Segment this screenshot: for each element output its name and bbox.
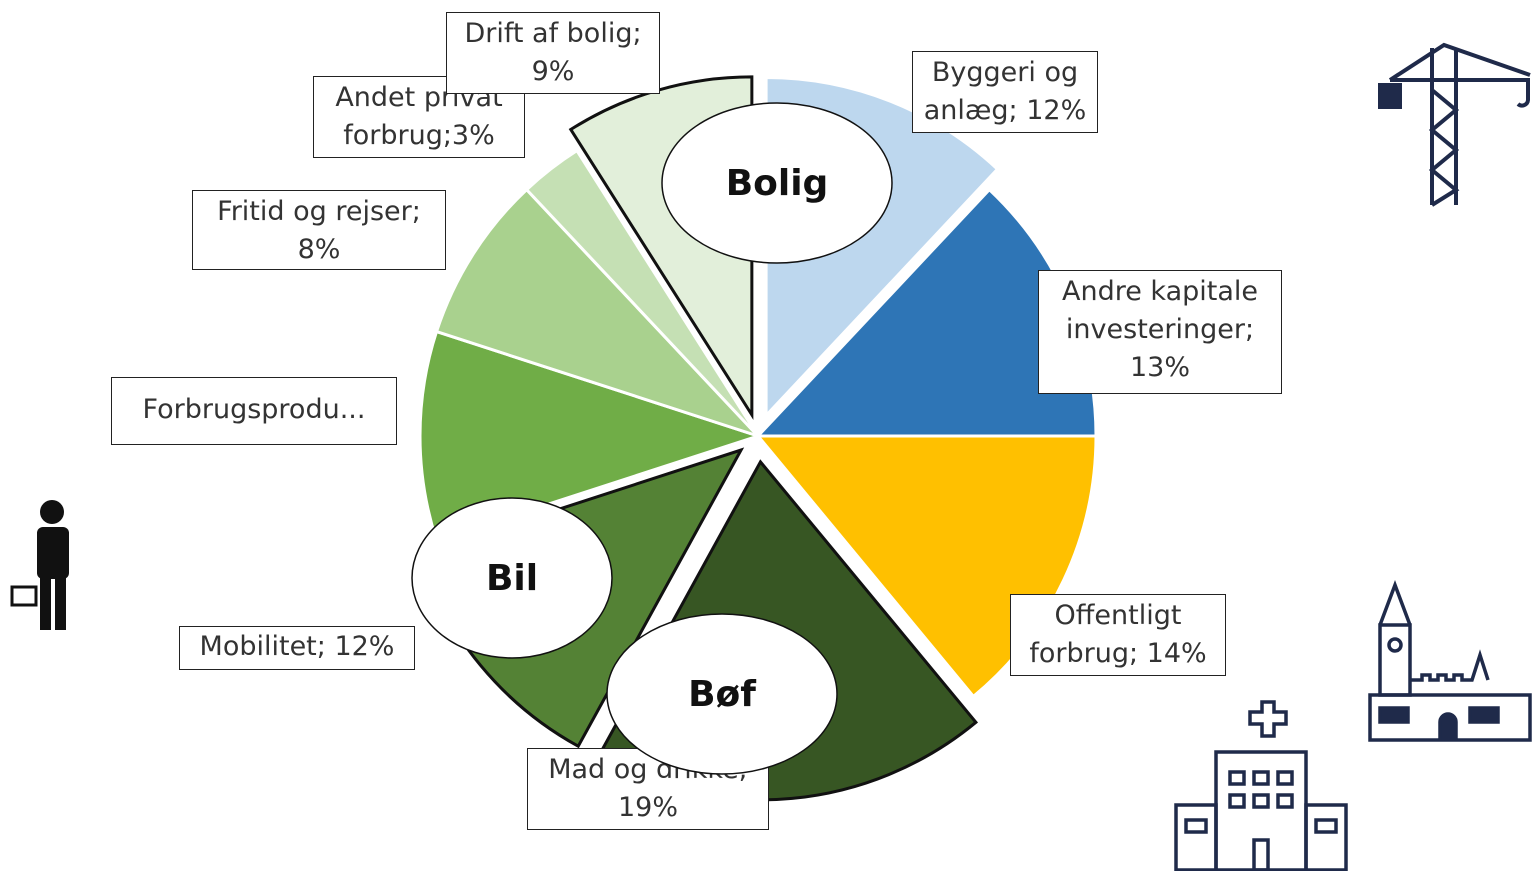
pie-slice	[524, 148, 760, 438]
annotation: Bøf	[688, 674, 756, 715]
data-label: Byggeri og anlæg; 12%	[912, 51, 1098, 133]
ellipse	[411, 497, 613, 659]
data-label: Forbrugsprodu...	[111, 377, 397, 445]
crane-icon	[1378, 42, 1531, 207]
hospital-icon	[1174, 700, 1348, 871]
ellipse	[661, 102, 893, 264]
data-label: Mobilitet; 12%	[179, 626, 415, 670]
data-label: Fritid og rejser; 8%	[192, 190, 446, 270]
data-label: Andre kapitale investeringer; 13%	[1038, 270, 1282, 394]
church-icon	[1368, 580, 1532, 742]
annotation: Bil	[486, 558, 538, 599]
data-label: Offentligt forbrug; 14%	[1010, 594, 1226, 676]
pie-slice	[418, 329, 763, 543]
person-icon	[10, 500, 69, 630]
data-label: Drift af bolig; 9%	[446, 12, 660, 94]
ellipse	[606, 613, 838, 775]
annotation: Bolig	[726, 163, 829, 204]
pie-slice	[434, 187, 760, 438]
